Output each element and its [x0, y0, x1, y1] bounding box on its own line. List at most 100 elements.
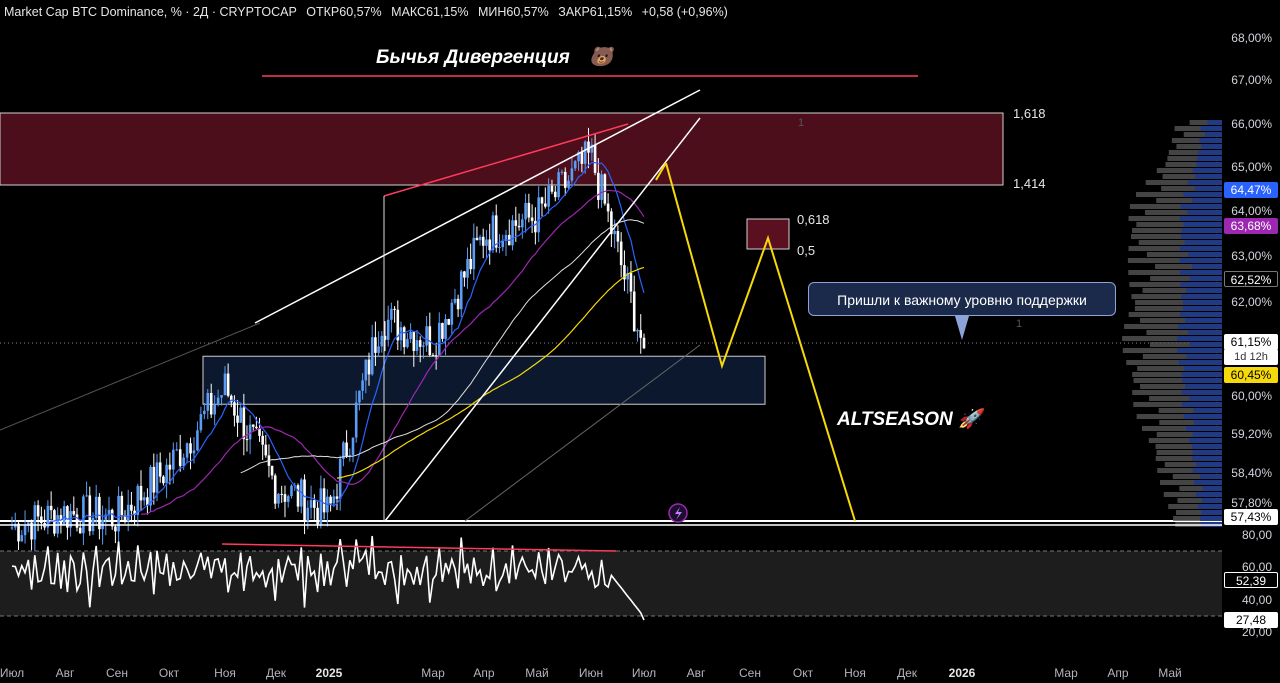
volume-profile-bar [1163, 492, 1222, 497]
time-tick: Дек [896, 666, 918, 680]
countdown-badge: 1d 12h [1224, 349, 1278, 365]
candle-body [610, 211, 613, 235]
volume-profile-bar-up [1189, 438, 1222, 443]
volume-profile-bar-up [1193, 420, 1222, 425]
candle-body [66, 506, 69, 528]
candle-body [444, 319, 447, 339]
fib-1414-label: 1,414 [1013, 176, 1046, 191]
candle-body [570, 168, 574, 181]
candle-body [441, 322, 444, 339]
candle-body [396, 309, 400, 341]
candle-body [110, 509, 114, 527]
candle-body [168, 464, 172, 470]
volume-profile-bar-up [1177, 348, 1222, 353]
candle-body [213, 404, 216, 415]
candle-body [264, 444, 268, 456]
volume-profile-bar-up [1178, 360, 1222, 365]
ma-white-badge: 62,52% [1224, 271, 1278, 287]
volume-profile-bar [1142, 354, 1222, 359]
time-tick-year: 2025 [315, 666, 343, 680]
candle-body [20, 535, 24, 542]
candle-body [583, 141, 587, 164]
candle-body [277, 493, 280, 504]
candle-body [547, 185, 550, 207]
fib-1-label-upper: 1 [798, 117, 805, 129]
candle-body [261, 435, 264, 445]
candle-body [629, 272, 633, 292]
candle-body [10, 527, 14, 529]
volume-profile-bar [1145, 180, 1222, 185]
volume-profile-bar-up [1195, 492, 1222, 497]
volume-profile-bar-up [1189, 396, 1222, 401]
candle-body [580, 152, 584, 164]
price-divergence-line [383, 123, 629, 197]
volume-profile-bar-up [1201, 498, 1222, 503]
candle-body [206, 392, 210, 411]
volume-profile-bar [1173, 516, 1222, 521]
volume-profile-bar [1176, 144, 1222, 149]
volume-profile-bar [1129, 282, 1222, 287]
candle-body [309, 500, 313, 508]
candle-body [139, 485, 143, 501]
candle-body [242, 407, 246, 440]
candle-body [258, 428, 261, 436]
candle-body [104, 514, 108, 520]
time-tick: Ноя [844, 666, 866, 680]
candle-body [185, 443, 189, 458]
candle-body [273, 475, 277, 504]
volume-profile-bar [1156, 432, 1222, 437]
candle-body [434, 355, 438, 357]
candle-body [450, 302, 454, 325]
candle-body [196, 430, 199, 451]
volume-profile-bar-up [1194, 480, 1222, 485]
rsi-line [11, 535, 645, 621]
volume-profile-bar [1140, 384, 1222, 389]
candle-body [636, 329, 639, 332]
candle-body [335, 496, 339, 499]
candle-body [30, 522, 33, 540]
time-tick: Окт [792, 666, 814, 680]
volume-profile-bar [1130, 234, 1222, 239]
volume-profile-bar-up [1192, 444, 1222, 449]
volume-profile-bar [1148, 438, 1222, 443]
candle-body [98, 496, 101, 530]
candle-body [459, 271, 463, 310]
candle-body [590, 144, 594, 153]
volume-profile-bar-up [1182, 300, 1222, 305]
time-tick: Апр [1107, 666, 1129, 680]
price-tick: 65,00% [1231, 160, 1272, 174]
candle-body [478, 236, 482, 241]
volume-profile-bar-up [1186, 288, 1222, 293]
time-tick: Июн [578, 666, 604, 680]
candle-body [313, 500, 316, 508]
volume-profile-bar-up [1185, 426, 1222, 431]
candle-body [72, 511, 76, 515]
price-tick: 57,80% [1231, 496, 1272, 510]
volume-profile-bar [1134, 306, 1222, 311]
time-tick: Май [525, 666, 549, 680]
ma-blue-badge: 64,47% [1224, 182, 1278, 198]
volume-profile-bar-up [1181, 234, 1222, 239]
price-tick: 63,00% [1231, 249, 1272, 263]
lower-trendline [384, 117, 701, 522]
volume-profile-bar-up [1188, 252, 1222, 257]
support-callout-text: Пришли к важному уровню поддержки [837, 292, 1087, 308]
ma-purple-badge: 63,68% [1224, 218, 1278, 234]
candle-body [203, 410, 206, 415]
candle-body [501, 240, 505, 248]
candle-body [189, 443, 192, 454]
candle-body [27, 522, 30, 526]
candle-body [142, 497, 146, 501]
candle-body [418, 340, 422, 347]
volume-profile-bar [1138, 240, 1222, 245]
volume-profile-bar [1132, 390, 1222, 395]
ma-yellow-badge: 60,45% [1224, 367, 1278, 383]
volume-profile-bar-up [1198, 150, 1222, 155]
candle-body [593, 144, 597, 173]
volume-profile-bar [1171, 138, 1222, 143]
candle-body [319, 488, 323, 525]
candle-body [286, 496, 290, 502]
candle-body [49, 505, 53, 511]
support-callout[interactable]: Пришли к важному уровню поддержки [808, 282, 1116, 316]
